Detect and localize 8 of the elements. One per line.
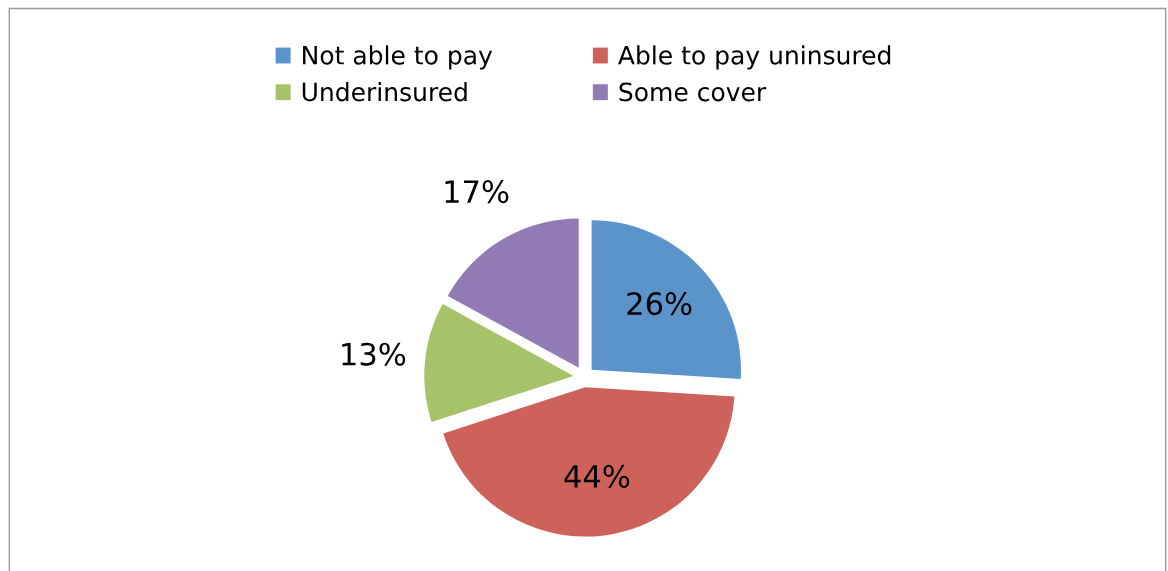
legend-label: Not able to pay: [303, 45, 493, 70]
data-label: 44%: [564, 464, 630, 488]
data-label: 26%: [627, 292, 692, 316]
legend-label: Some cover: [619, 82, 767, 102]
legend-label: Underinsured: [302, 82, 467, 102]
data-label: 13%: [342, 342, 406, 366]
data-label: 17%: [445, 180, 509, 204]
legend-label: Able to pay uninsured: [618, 45, 891, 70]
